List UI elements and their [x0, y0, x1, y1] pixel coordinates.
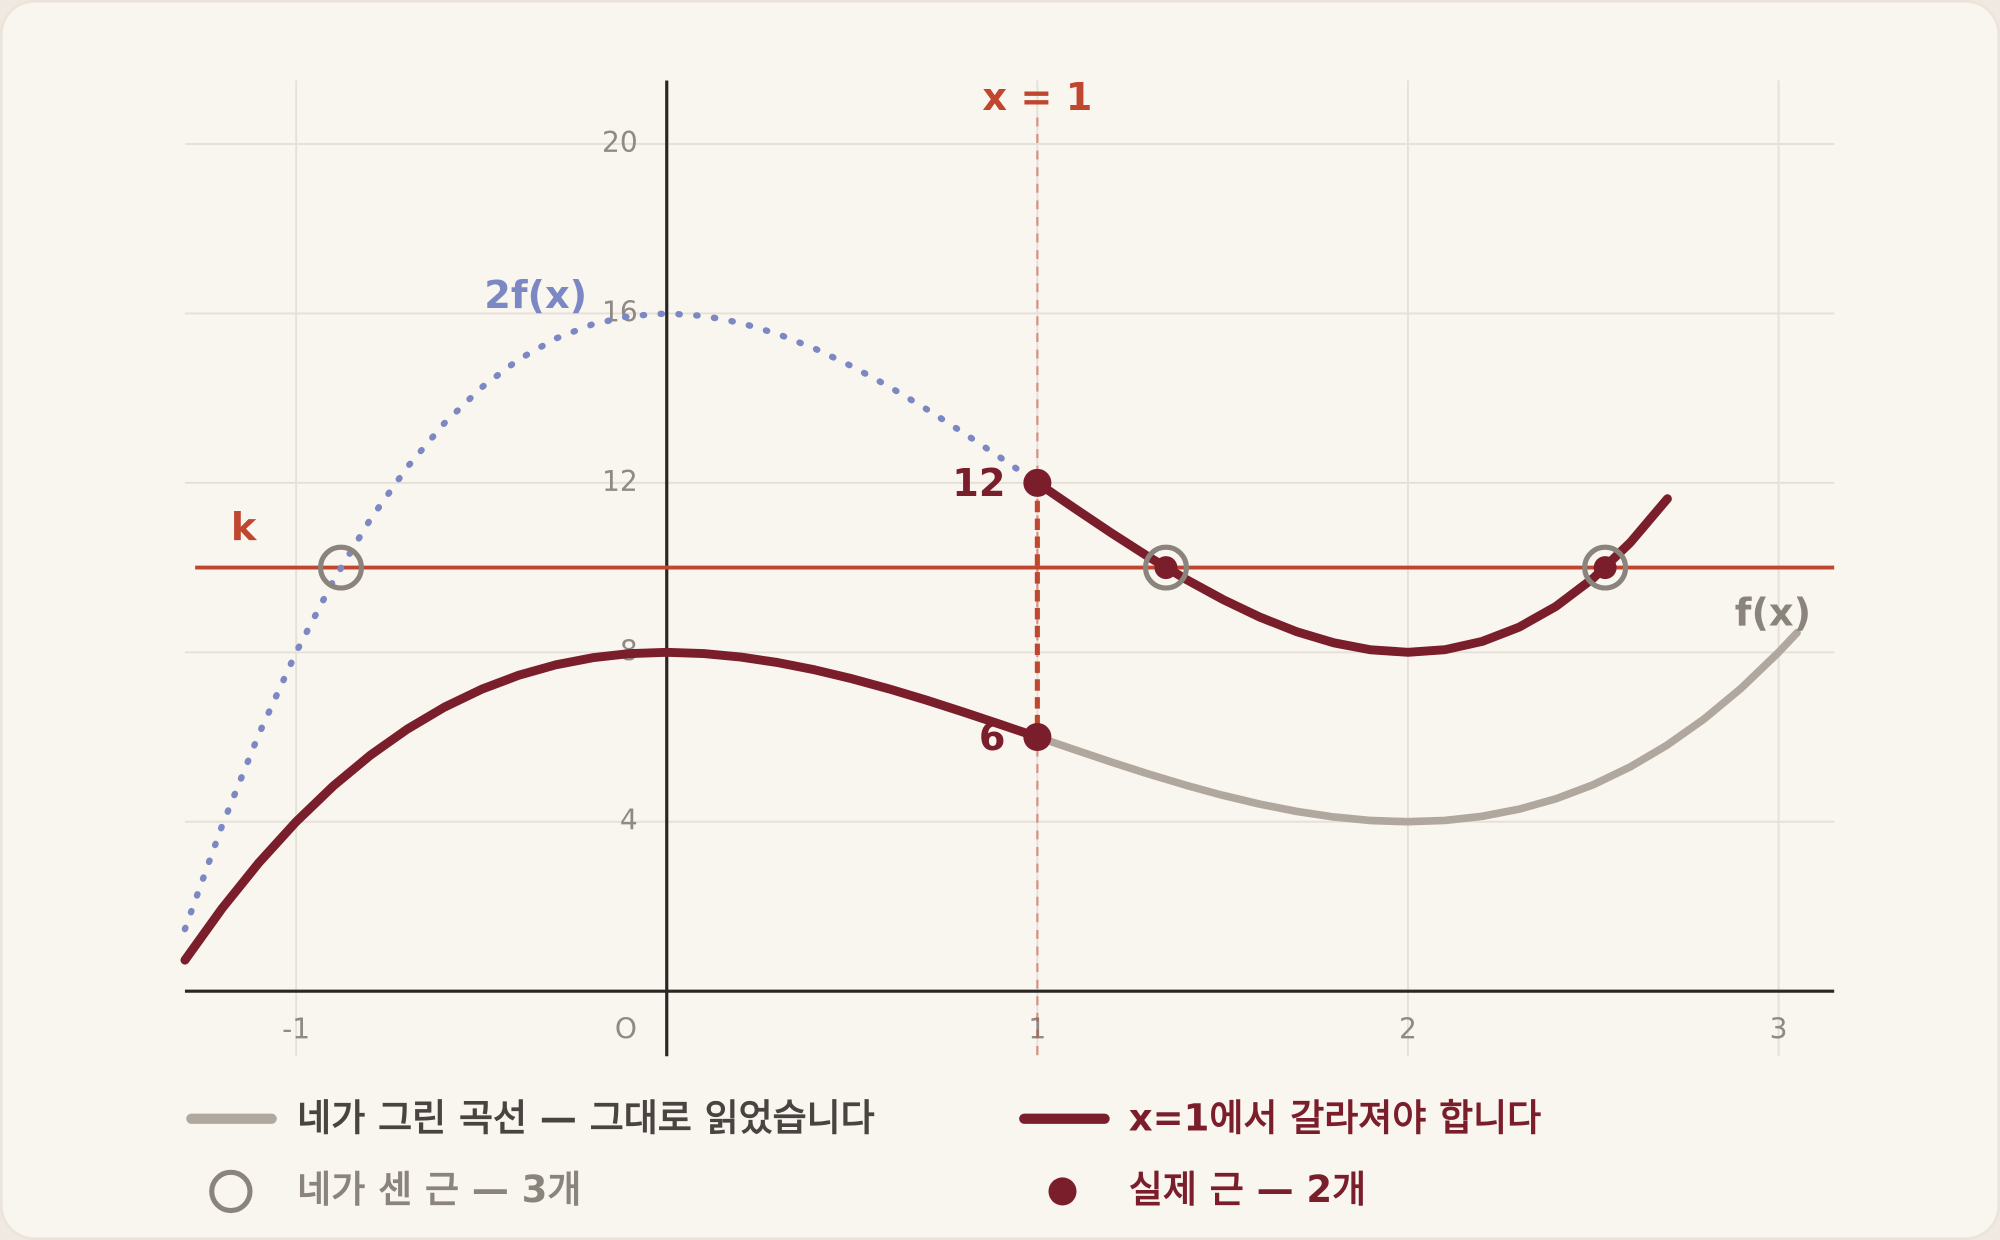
legend-swatch — [209, 1169, 253, 1214]
y-tick-label: 4 — [620, 804, 638, 837]
endpoint — [1023, 468, 1052, 497]
endpoint-label: 12 — [952, 461, 1005, 506]
counted-root — [1582, 544, 1629, 591]
reference-label: x = 1 — [982, 75, 1092, 120]
curve — [181, 310, 1041, 933]
actual-root — [1593, 556, 1617, 580]
curve — [1033, 628, 1801, 826]
actual-root — [1154, 556, 1178, 580]
x-tick-label: -1 — [282, 1013, 310, 1046]
y-tick-label: 20 — [602, 126, 638, 159]
counted-root — [318, 544, 364, 591]
curve-label: f(x) — [1735, 590, 1811, 635]
x-tick-label: O — [615, 1013, 637, 1046]
legend-label: 네가 센 근 — 3개 — [297, 1168, 581, 1211]
legend-swatch — [1048, 1177, 1077, 1206]
counted-root — [1143, 544, 1189, 591]
x-tick-label: 3 — [1770, 1013, 1788, 1046]
endpoint-label: 6 — [979, 715, 1006, 760]
legend-label: x=1에서 갈라져야 합니다 — [1129, 1097, 1541, 1140]
y-tick-label: 12 — [602, 465, 638, 498]
legend-label: 실제 근 — 2개 — [1129, 1168, 1366, 1211]
x-tick-label: 2 — [1399, 1013, 1417, 1046]
reference-label: k — [231, 505, 258, 550]
curve-label: 2f(x) — [484, 273, 587, 318]
x-tick-label: 1 — [1028, 1013, 1046, 1046]
endpoint — [1023, 722, 1052, 752]
curve — [180, 478, 1672, 965]
legend-label: 네가 그린 곡선 — 그대로 읽었습니다 — [297, 1097, 874, 1140]
